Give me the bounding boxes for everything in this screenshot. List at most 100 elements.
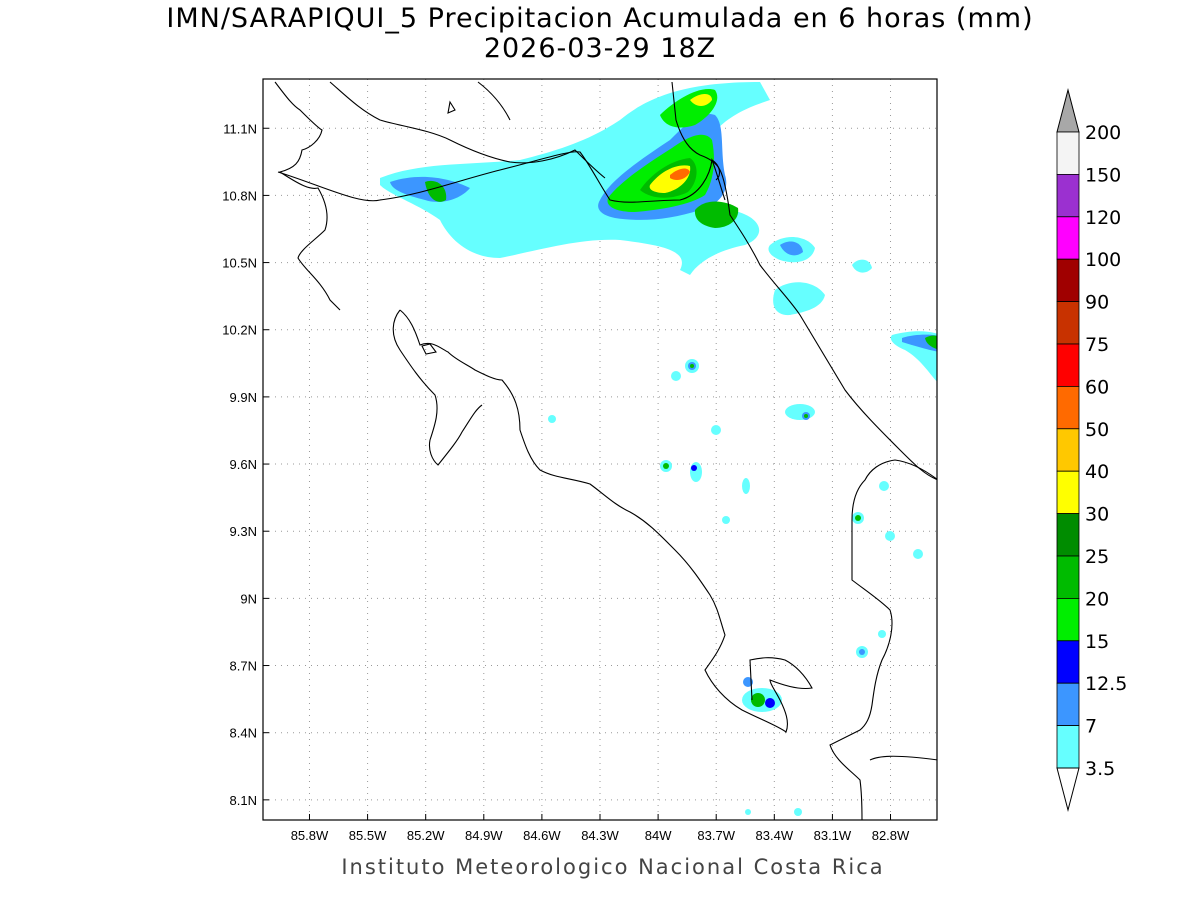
precip-cell-3p5 xyxy=(878,630,886,638)
colorbar-label: 200 xyxy=(1085,122,1121,144)
lat-tick-label: 10.8N xyxy=(222,188,257,203)
precipitation-field xyxy=(380,82,937,816)
colorbar-swatch xyxy=(1056,428,1080,472)
colorbar: 200 150 120 100 90 75 60 50 40 30 25 20 15 12.5 7 3.5 xyxy=(1056,88,1127,812)
coastline-nicoya xyxy=(392,309,483,466)
lon-tick-label: 84.6W xyxy=(523,828,561,843)
colorbar-swatch xyxy=(1056,682,1080,727)
colorbar-swatch xyxy=(1056,598,1080,642)
precip-cell-3p5 xyxy=(690,462,702,482)
coastline-panama xyxy=(869,755,937,761)
coastline-pacific-costarica xyxy=(399,309,813,733)
precip-cell-3p5 xyxy=(745,809,751,815)
colorbar-swatch xyxy=(1056,301,1080,345)
precip-cell-3p5 xyxy=(785,404,815,420)
precip-cell-20 xyxy=(690,364,694,368)
lon-tick-label: 84.9W xyxy=(465,828,503,843)
lon-tick-label: 84W xyxy=(645,828,672,843)
colorbar-swatch xyxy=(1056,640,1080,684)
colorbar-label: 150 xyxy=(1085,164,1121,186)
lat-tick-label: 10.2N xyxy=(222,323,257,338)
precip-cell-20 xyxy=(925,335,937,350)
island-chira xyxy=(421,343,437,355)
precip-cell-3p5 xyxy=(711,425,721,435)
colorbar-label: 75 xyxy=(1085,334,1109,356)
precip-cell-3p5 xyxy=(548,415,556,423)
footer-credit: Instituto Meteorologico Nacional Costa R… xyxy=(341,855,885,879)
colorbar-label: 3.5 xyxy=(1085,758,1115,780)
colorbar-label: 50 xyxy=(1085,419,1109,441)
precip-cell-3p5 xyxy=(794,808,802,816)
lon-tick-label: 82.8W xyxy=(872,828,910,843)
colorbar-label: 40 xyxy=(1085,461,1109,483)
lake-nicaragua-shore xyxy=(329,81,606,179)
colorbar-swatch xyxy=(1056,725,1080,769)
coastline-north xyxy=(477,81,511,121)
border-nicaragua-costarica xyxy=(277,151,726,203)
precip-cell-3p5 xyxy=(852,259,872,273)
colorbar-label: 120 xyxy=(1085,207,1121,229)
lat-tick-label: 9.6N xyxy=(230,457,257,472)
lon-tick-label: 84.3W xyxy=(581,828,619,843)
precip-band-3p5 xyxy=(380,82,770,275)
precip-cell-12p5 xyxy=(691,465,697,471)
chart-date: 2026-03-29 18Z xyxy=(483,33,717,64)
lon-tick-label: 85.2W xyxy=(407,828,445,843)
colorbar-label: 25 xyxy=(1085,546,1109,568)
lat-tick-label: 9N xyxy=(240,591,257,606)
precip-cell-20 xyxy=(751,693,765,707)
precip-cell-7 xyxy=(859,649,865,655)
lat-tick-label: 11.1N xyxy=(223,121,257,136)
precip-cell-3p5 xyxy=(671,371,681,381)
lon-tick-label: 83.1W xyxy=(814,828,852,843)
precip-cell-20 xyxy=(804,414,808,418)
lon-tick-label: 85.5W xyxy=(349,828,387,843)
island xyxy=(447,100,456,114)
coastlines-borders xyxy=(274,81,937,820)
lat-tick-label: 9.3N xyxy=(230,524,257,539)
precip-cell-3p5 xyxy=(742,478,750,494)
lat-tick-label: 8.7N xyxy=(230,659,257,674)
precip-cell-12p5 xyxy=(765,698,775,708)
colorbar-swatch xyxy=(1056,173,1080,218)
colorbar-swatch xyxy=(1056,555,1080,599)
colorbar-swatch xyxy=(1056,513,1080,557)
colorbar-over-triangle xyxy=(1056,88,1080,133)
colorbar-under-triangle xyxy=(1056,767,1080,812)
colorbar-label: 30 xyxy=(1085,504,1109,526)
precip-cell-3p5 xyxy=(722,516,730,524)
lat-tick-label: 8.1N xyxy=(230,793,257,808)
colorbar-swatch xyxy=(1056,343,1080,387)
precip-east-cell-20 xyxy=(694,201,739,228)
colorbar-label: 90 xyxy=(1085,292,1109,314)
colorbar-swatch xyxy=(1056,131,1080,175)
precip-core-50 xyxy=(670,168,690,180)
colorbar-swatch xyxy=(1056,216,1080,260)
precip-north-cell-40 xyxy=(690,94,712,106)
precip-cell-20 xyxy=(663,463,669,469)
lat-tick-label: 10.5N xyxy=(222,256,257,271)
lon-tick-label: 83.7W xyxy=(697,828,735,843)
lat-tick-label: 9.9N xyxy=(230,390,257,405)
precip-cell-20 xyxy=(855,515,861,521)
colorbar-label: 15 xyxy=(1085,631,1109,653)
colorbar-swatch xyxy=(1056,385,1080,430)
border-costarica-panama xyxy=(829,459,937,820)
axis-ticks: 85.8W 85.5W 85.2W 84.9W 84.6W 84.3W 84W 83.7W 83… xyxy=(222,121,910,843)
lon-tick-label: 83.4W xyxy=(756,828,794,843)
lon-tick-label: 85.8W xyxy=(291,828,329,843)
precip-cell-7 xyxy=(780,241,803,256)
colorbar-swatch xyxy=(1056,258,1080,303)
chart-title: IMN/SARAPIQUI_5 Precipitacion Acumulada … xyxy=(166,3,1034,34)
colorbar-label: 60 xyxy=(1085,376,1109,398)
colorbar-swatch xyxy=(1056,470,1080,515)
coastline-nicaragua-pacific xyxy=(274,81,341,311)
lat-tick-label: 8.4N xyxy=(230,726,257,741)
colorbar-label: 100 xyxy=(1085,249,1121,271)
precip-cell-3p5 xyxy=(913,549,923,559)
colorbar-label: 12.5 xyxy=(1085,673,1127,695)
colorbar-label: 7 xyxy=(1085,716,1097,738)
river-mouth xyxy=(711,159,721,181)
colorbar-label: 20 xyxy=(1085,588,1109,610)
